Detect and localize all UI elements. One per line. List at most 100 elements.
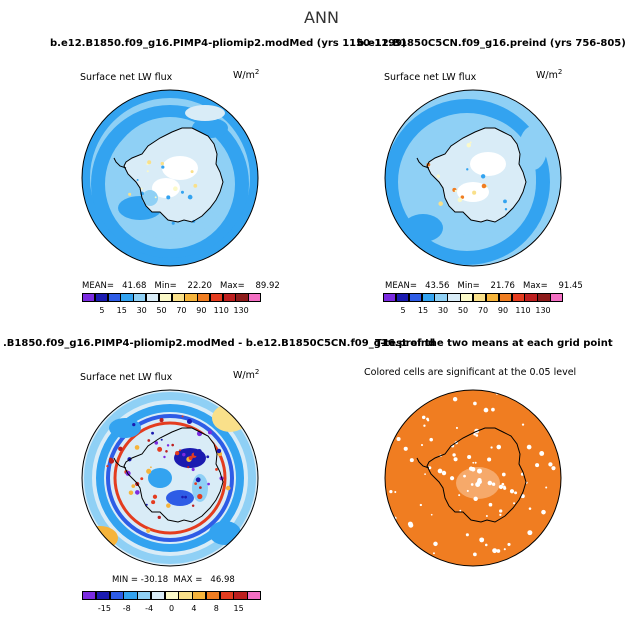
field-dot <box>528 507 532 510</box>
colorbar-cell <box>178 591 193 600</box>
panel3-stats: MIN = -30.18 MAX = 46.98 <box>112 575 235 585</box>
colorbar-label: -15 <box>97 604 111 613</box>
field-dot <box>420 443 424 447</box>
colorbar-cell <box>498 293 513 302</box>
field-dot <box>426 419 430 422</box>
field-dot <box>131 484 136 488</box>
colorbar-label: 90 <box>196 306 207 315</box>
field-dot <box>128 192 132 196</box>
land-patch <box>148 468 172 488</box>
field-dot <box>389 490 393 494</box>
field-dot <box>118 446 123 452</box>
field-dot <box>215 468 218 471</box>
colorbar-cell <box>219 591 234 600</box>
field-dot <box>421 415 426 420</box>
colorbar-cell <box>209 293 224 302</box>
field-dot <box>479 537 485 543</box>
field-dot <box>487 457 492 462</box>
field-dot <box>481 183 487 189</box>
field-dot <box>182 452 186 457</box>
field-dot <box>216 448 222 454</box>
field-dot <box>151 431 154 435</box>
colorbar-label: 30 <box>437 306 449 315</box>
field-dot <box>154 441 159 445</box>
field-dot <box>196 448 202 454</box>
colorbar-cell <box>485 293 500 302</box>
field-dot <box>191 467 195 472</box>
field-dot <box>496 444 502 450</box>
colorbar-label: 130 <box>233 306 249 315</box>
field-dot <box>469 141 472 144</box>
colorbar-cell <box>107 293 121 302</box>
coastline <box>123 427 224 523</box>
colorbar-label: 50 <box>457 306 469 315</box>
field-dot <box>551 466 556 471</box>
field-dot <box>496 549 501 553</box>
field-dot <box>453 457 458 462</box>
field-dot <box>159 418 164 423</box>
field-dot <box>436 174 441 178</box>
field-dot <box>475 434 479 437</box>
field-dot <box>166 195 171 200</box>
field-dot <box>151 500 156 505</box>
field-dot <box>498 484 504 490</box>
coastline <box>113 157 127 169</box>
land-patch <box>162 156 198 180</box>
colorbar-cell <box>137 591 152 600</box>
colorbar-cell <box>460 293 474 302</box>
field-dot <box>165 450 168 453</box>
field-dot <box>145 503 148 506</box>
field-dot <box>514 491 518 495</box>
colorbar-cell <box>383 293 397 302</box>
field-dot <box>466 489 469 492</box>
field-patch <box>185 105 225 121</box>
field-dot <box>452 397 458 402</box>
colorbar-label: -8 <box>122 604 131 613</box>
field-dot <box>487 480 493 486</box>
panel1-map <box>81 89 259 267</box>
panel3-map <box>81 389 259 567</box>
field-band <box>84 392 256 564</box>
field-dot <box>160 438 163 441</box>
field-band <box>113 421 227 535</box>
colorbar-label: 0 <box>168 604 175 613</box>
field-band <box>91 105 249 263</box>
colorbar-cell <box>447 293 461 302</box>
panel4-title: T-test of the two means at each grid poi… <box>375 338 613 349</box>
field-dot <box>171 443 175 447</box>
field-dot <box>539 451 545 456</box>
colorbar-cell <box>473 293 487 302</box>
field-dot <box>503 485 506 489</box>
field-dot <box>190 170 194 174</box>
field-dot <box>161 165 165 169</box>
colorbar-cell <box>248 293 262 302</box>
field-dot <box>199 486 202 489</box>
colorbar-cell <box>233 591 248 600</box>
field-dot <box>513 502 516 505</box>
coastline <box>416 457 430 469</box>
coastline <box>426 427 527 523</box>
field-dot <box>157 515 161 520</box>
field-dot <box>146 468 152 474</box>
field-dot <box>187 194 193 200</box>
field-dot <box>430 513 433 516</box>
antarctica-land <box>427 128 526 222</box>
colorbar-cell <box>235 293 249 302</box>
colorbar-cell <box>133 293 147 302</box>
field-band <box>410 115 536 241</box>
colorbar-cell <box>120 293 134 302</box>
field-dot <box>136 178 139 181</box>
field-dot <box>108 457 113 462</box>
field-dot <box>181 495 184 499</box>
panel1-title: b.e12.B1850.f09_g16.PIMP4-pliomip2.modMe… <box>50 38 407 49</box>
field-dot <box>449 476 455 481</box>
colorbar-label: 15 <box>116 306 127 315</box>
field-dot <box>535 463 540 468</box>
field-dot <box>409 458 414 463</box>
panel3-units: W/m2 <box>233 368 260 382</box>
field-dot <box>423 424 426 427</box>
field-dot <box>472 190 477 195</box>
colorbar-cell <box>150 591 166 600</box>
panel2-title: b.e12.B1850C5CN.f09_g16.preind (yrs 756-… <box>357 38 626 49</box>
field-dot <box>490 446 493 449</box>
